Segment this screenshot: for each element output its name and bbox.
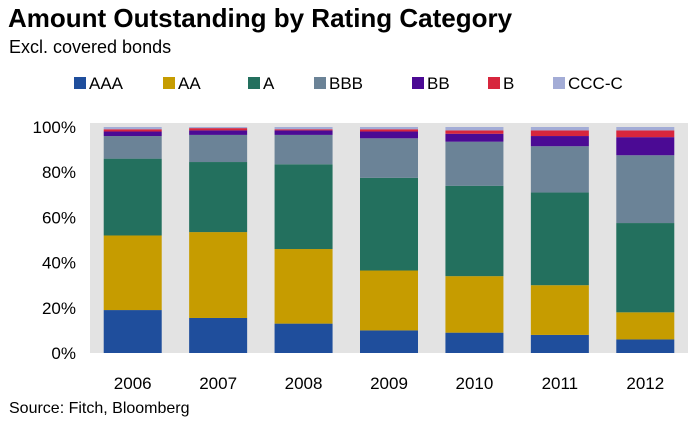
x-axis: 2006 2007 2008 2009 2010 2011 2012 (114, 374, 664, 393)
bar-segment-aaa-2007 (189, 317, 248, 353)
bar-segment-bbb-2007 (189, 134, 248, 163)
bar-segment-bbb-2010 (445, 141, 504, 186)
bar-segment-ccc-c-2009 (360, 127, 418, 130)
bars (103, 127, 675, 353)
legend-swatch-bb (412, 77, 424, 89)
legend-label-b: B (503, 74, 514, 93)
bar-segment-bbb-2006 (103, 136, 162, 159)
bar-segment-bb-2010 (445, 133, 504, 142)
legend-swatch-ccc-c (553, 77, 565, 89)
legend-label-aaa: AAA (89, 74, 124, 93)
bar-segment-bbb-2009 (360, 138, 418, 178)
bar-segment-ccc-c-2007 (189, 127, 248, 129)
bar-segment-bb-2012 (616, 137, 675, 156)
bar-segment-b-2012 (616, 130, 675, 138)
bar-segment-aa-2012 (616, 312, 675, 340)
legend-label-ccc-c: CCC-C (568, 74, 623, 93)
y-tick-label: 60% (42, 208, 76, 227)
bar-segment-bb-2008 (274, 130, 333, 135)
bar-segment-a-2012 (616, 223, 675, 313)
y-tick-label: 0% (51, 344, 76, 363)
y-tick-label: 100% (33, 118, 76, 137)
bar-segment-ccc-c-2010 (445, 127, 504, 131)
legend: AAA AA A BBB BB B CCC-C (74, 74, 623, 93)
bar-segment-bbb-2012 (616, 155, 675, 224)
legend-swatch-aa (163, 77, 175, 89)
x-tick-label: 2011 (542, 374, 579, 393)
bar-segment-ccc-c-2006 (103, 127, 162, 130)
bar-segment-aa-2010 (445, 276, 504, 333)
bar-segment-aa-2006 (103, 235, 162, 311)
legend-swatch-b (488, 77, 500, 89)
bar-segment-b-2011 (530, 130, 589, 137)
chart-title: Amount Outstanding by Rating Category (8, 3, 513, 33)
y-tick-label: 20% (42, 299, 76, 318)
bar-segment-b-2007 (189, 128, 248, 131)
bar-segment-a-2007 (189, 162, 248, 233)
bar-segment-bb-2011 (530, 136, 589, 147)
legend-label-bb: BB (427, 74, 450, 93)
bar-segment-aaa-2011 (530, 334, 589, 353)
bar-segment-aaa-2006 (103, 310, 162, 353)
bar-segment-aa-2011 (530, 285, 589, 335)
bar-segment-aaa-2008 (274, 323, 333, 353)
bar-segment-bb-2006 (103, 131, 162, 137)
bar-segment-aaa-2012 (616, 339, 675, 353)
bar-segment-b-2006 (103, 129, 162, 132)
bar-segment-aaa-2009 (360, 330, 418, 353)
bar-segment-bbb-2008 (274, 134, 333, 165)
legend-label-bbb: BBB (329, 74, 363, 93)
bar-segment-bbb-2011 (530, 146, 589, 193)
legend-swatch-aaa (74, 77, 86, 89)
x-tick-label: 2006 (114, 374, 152, 393)
bar-segment-a-2006 (103, 158, 162, 236)
bar-segment-a-2008 (274, 164, 333, 250)
bar-segment-aa-2008 (274, 249, 333, 324)
bar-segment-aa-2009 (360, 270, 418, 331)
x-tick-label: 2012 (626, 374, 664, 393)
x-tick-label: 2008 (285, 374, 323, 393)
bar-segment-aaa-2010 (445, 332, 504, 353)
x-tick-label: 2009 (370, 374, 408, 393)
x-tick-label: 2010 (456, 374, 494, 393)
bar-segment-a-2011 (530, 192, 589, 286)
y-tick-label: 40% (42, 254, 76, 273)
bar-segment-b-2008 (274, 129, 333, 131)
x-tick-label: 2007 (199, 374, 237, 393)
y-axis: 0% 20% 40% 60% 80% 100% (33, 118, 76, 363)
chart-subtitle: Excl. covered bonds (9, 37, 172, 57)
bar-segment-aa-2007 (189, 232, 248, 318)
bar-segment-a-2009 (360, 177, 418, 271)
legend-swatch-a (248, 77, 260, 89)
bar-segment-b-2010 (445, 130, 504, 134)
bar-segment-ccc-c-2008 (274, 127, 333, 130)
bar-segment-bb-2007 (189, 130, 248, 135)
bar-segment-b-2009 (360, 129, 418, 132)
legend-label-aa: AA (178, 74, 201, 93)
bar-segment-ccc-c-2012 (616, 127, 675, 131)
legend-label-a: A (263, 74, 275, 93)
legend-swatch-bbb (314, 77, 326, 89)
source-note: Source: Fitch, Bloomberg (9, 400, 190, 417)
y-tick-label: 80% (42, 163, 76, 182)
bar-segment-ccc-c-2011 (530, 127, 589, 131)
bar-segment-bb-2009 (360, 131, 418, 139)
bar-segment-a-2010 (445, 185, 504, 277)
